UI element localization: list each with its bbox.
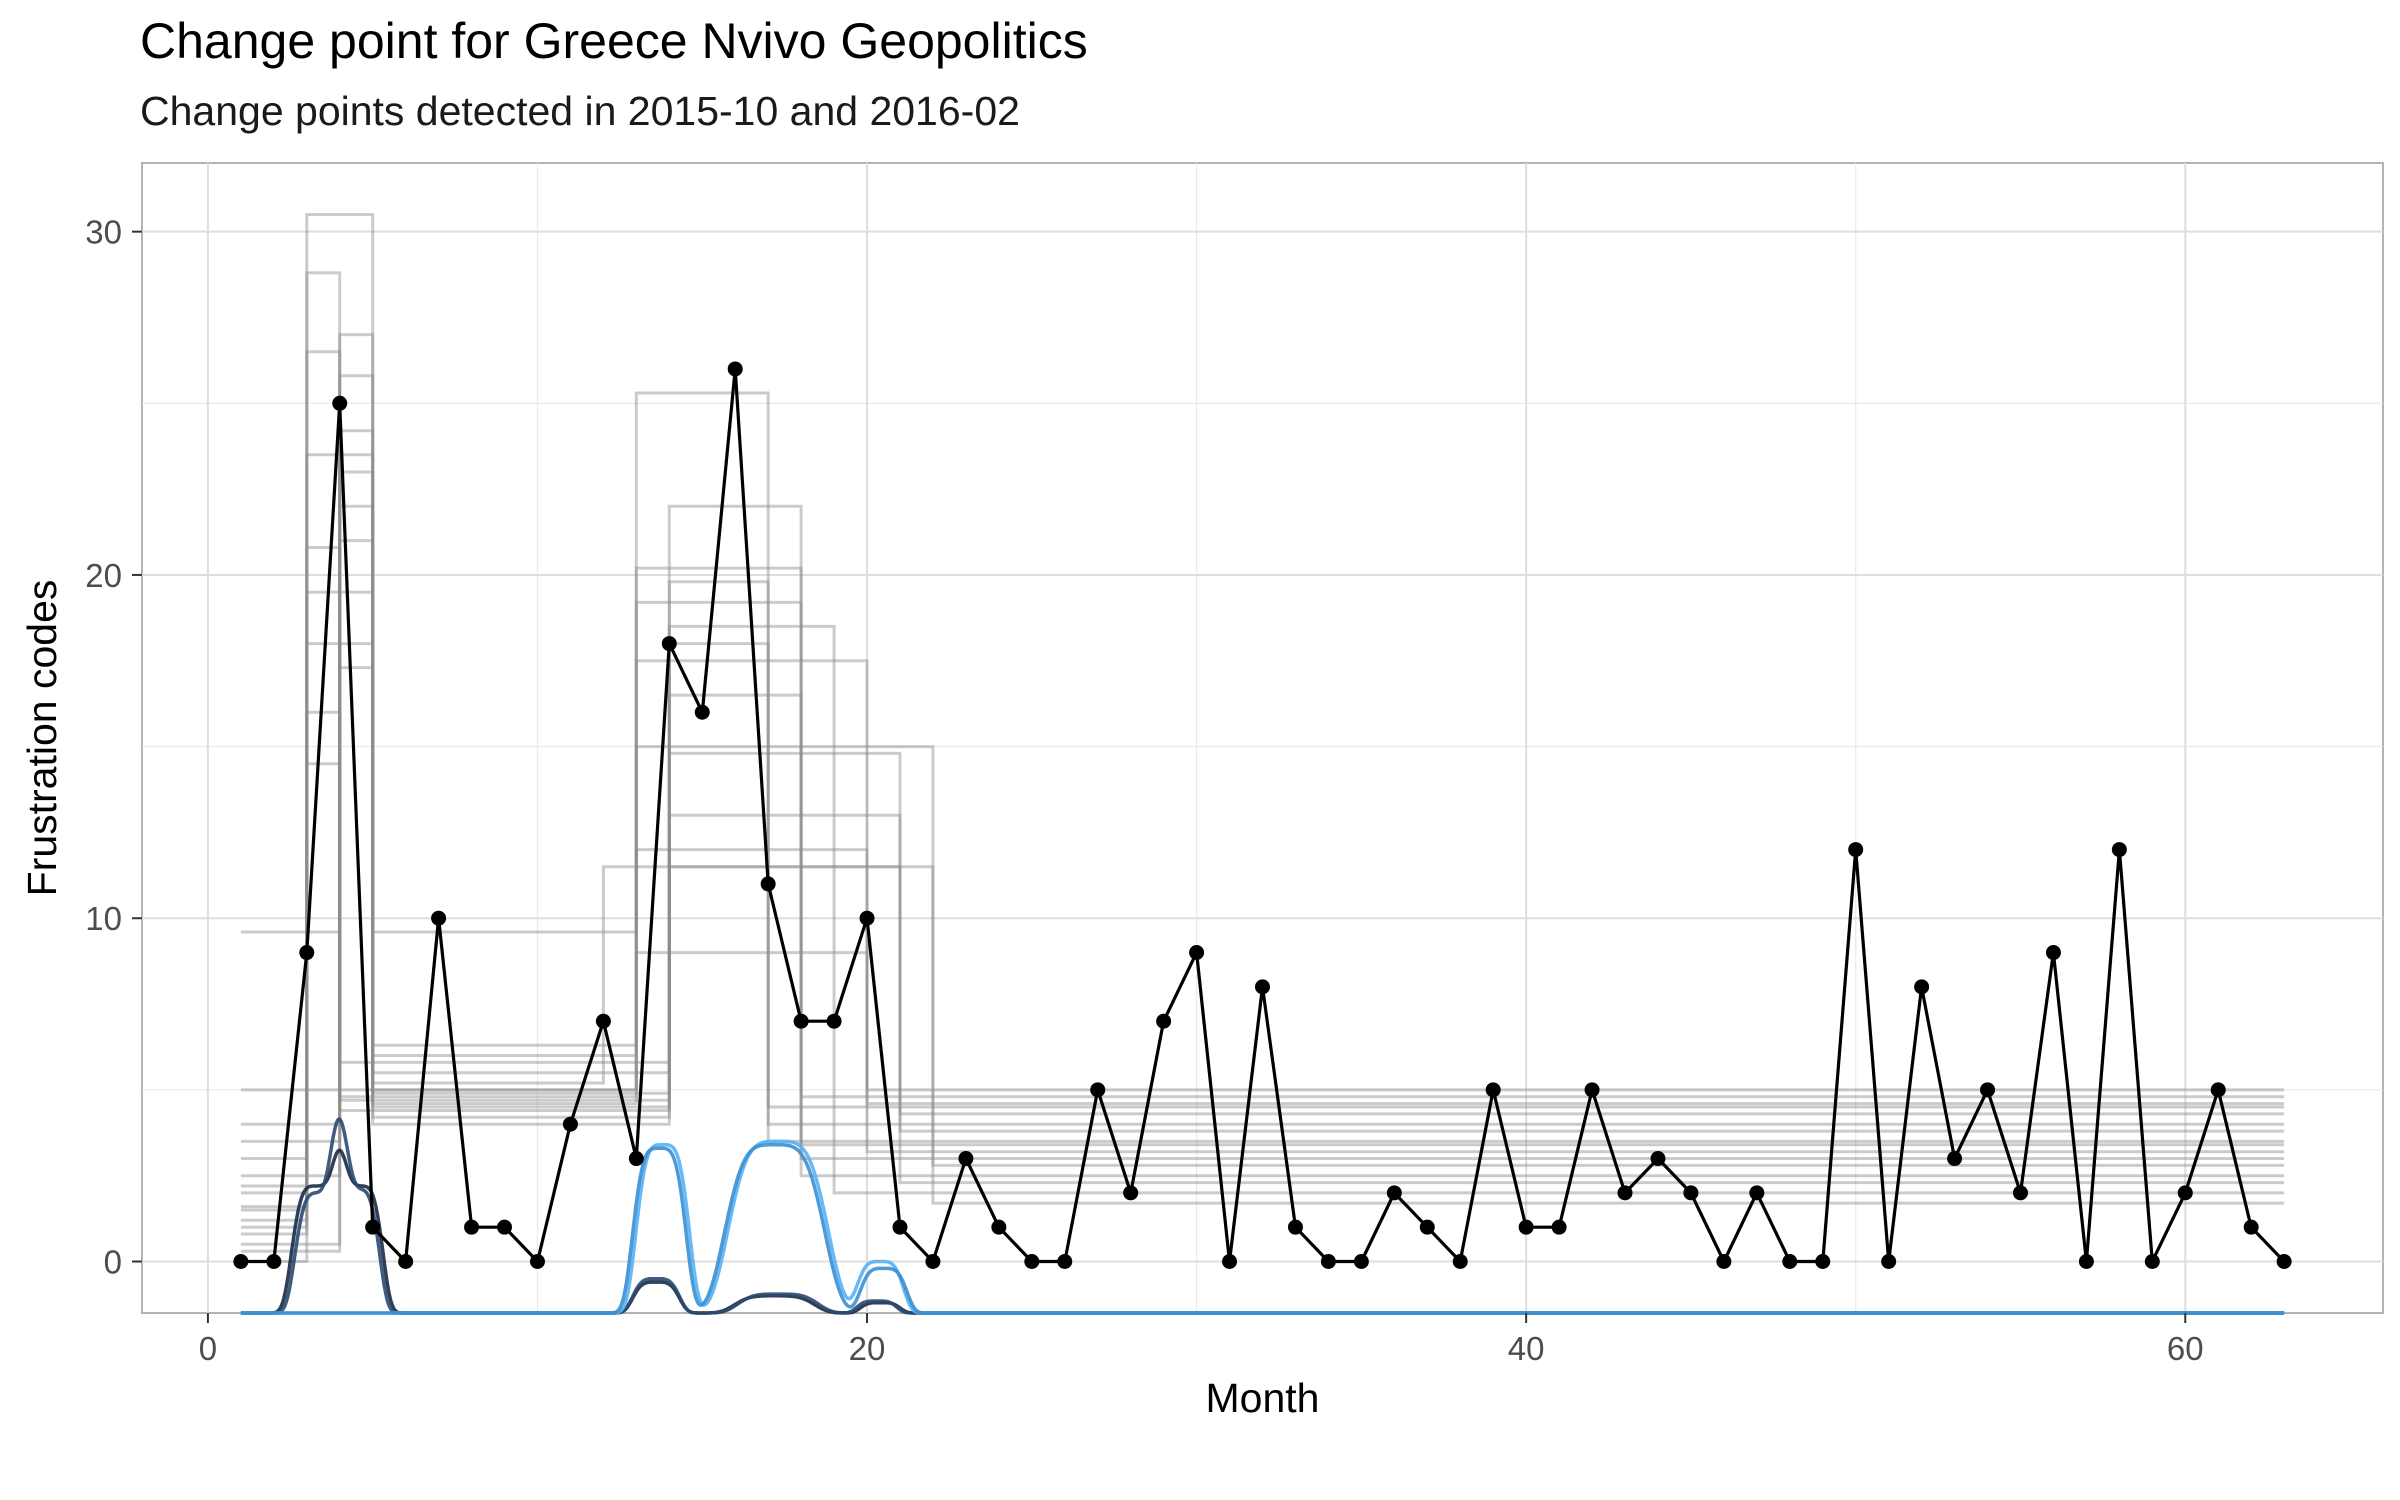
observed-point [1123,1185,1139,1201]
posterior-mean-path [240,391,2285,1212]
observed-point [1749,1185,1765,1201]
observed-point [2243,1219,2259,1235]
observed-point [2177,1185,2193,1201]
observed-point [464,1219,480,1235]
observed-point [694,704,710,720]
observed-point [266,1254,282,1270]
observed-point [1683,1185,1699,1201]
posterior-mean-path [240,429,2285,1246]
observed-point [332,395,348,411]
observed-point [595,1013,611,1029]
observed-point [1947,1151,1963,1167]
posterior-mean-path [240,539,2285,1126]
posterior-mean-path [240,374,2285,1253]
observed-point [1650,1151,1666,1167]
chart-title: Change point for Greece Nvivo Geopolitic… [140,13,1088,69]
y-tick-label: 0 [104,1244,122,1281]
observed-point [727,361,743,377]
observed-point [1255,979,1270,995]
observed-point [859,910,875,926]
posterior-mean-paths [240,213,2285,1263]
plot-panel [141,162,2384,1314]
y-axis-title: Frustration codes [19,580,65,897]
x-tick-label: 60 [2167,1330,2204,1367]
observed-point [793,1013,809,1029]
changepoint-density-curve [240,1143,2285,1315]
observed-point [1485,1082,1501,1098]
posterior-mean-path [240,590,2285,1222]
y-tick-label: 30 [85,214,122,251]
posterior-mean-path [240,624,2285,1236]
observed-point [958,1151,974,1167]
observed-point [2210,1082,2226,1098]
observed-point [1353,1254,1369,1270]
observed-point [398,1254,414,1270]
posterior-mean-path [240,333,2285,1106]
observed-point [2045,945,2061,961]
posterior-mean-path [240,453,2285,1209]
observed-point [1848,842,1864,858]
y-tick-label: 20 [85,557,122,594]
observed-point [365,1219,381,1235]
major-gridlines [142,163,2383,1313]
observed-point [1914,979,1930,995]
observed-point [529,1254,545,1270]
observed-point [1518,1219,1534,1235]
observed-point [2144,1254,2160,1270]
observed-point [760,876,776,892]
posterior-mean-path [240,271,2285,1195]
observed-point [1156,1013,1172,1029]
observed-point [1189,945,1205,961]
observed-point [1452,1254,1468,1270]
observed-point [991,1219,1007,1235]
observed-point [826,1013,842,1029]
observed-point [2276,1254,2292,1270]
observed-point [562,1116,578,1132]
observed-point [1980,1082,1996,1098]
observed-point [1551,1219,1567,1235]
observed-point [2111,842,2127,858]
observed-point [299,945,315,961]
observed-point [1090,1082,1106,1098]
observed-point [892,1219,908,1235]
observed-point [1617,1185,1633,1201]
observed-point [497,1219,513,1235]
observed-point [1320,1254,1336,1270]
observed-point [1222,1254,1238,1270]
observed-series [233,361,2292,1270]
observed-point [431,910,447,926]
observed-point [628,1151,644,1167]
minor-gridlines [142,163,2383,1313]
observed-point [2012,1185,2028,1201]
posterior-mean-path [240,350,2285,1188]
y-tick-label: 10 [85,900,122,937]
observed-point [1024,1254,1040,1270]
changepoint-densities [240,1117,2285,1315]
observed-point [925,1254,941,1270]
observed-point [233,1254,249,1270]
x-tick-label: 0 [199,1330,217,1367]
observed-point [1584,1082,1600,1098]
observed-point [1287,1219,1303,1235]
x-axis-title: Month [1206,1375,1320,1421]
observed-point [661,636,677,652]
observed-point [1419,1219,1435,1235]
observed-point [1815,1254,1831,1270]
posterior-mean-path [240,600,2285,1178]
observed-point [2078,1254,2094,1270]
observed-point [1881,1254,1897,1270]
observed-point [1057,1254,1073,1270]
observed-point [1782,1254,1798,1270]
posterior-mean-path [240,470,2285,1154]
x-tick-label: 40 [1508,1330,1545,1367]
x-tick-label: 20 [849,1330,886,1367]
posterior-mean-path [240,504,2285,1167]
axis-ticks: 0 20 40 60 0 10 20 30 [85,214,2203,1367]
chart-subtitle: Change points detected in 2015-10 and 20… [140,88,1020,134]
observed-point [1716,1254,1732,1270]
observed-point [1386,1185,1402,1201]
